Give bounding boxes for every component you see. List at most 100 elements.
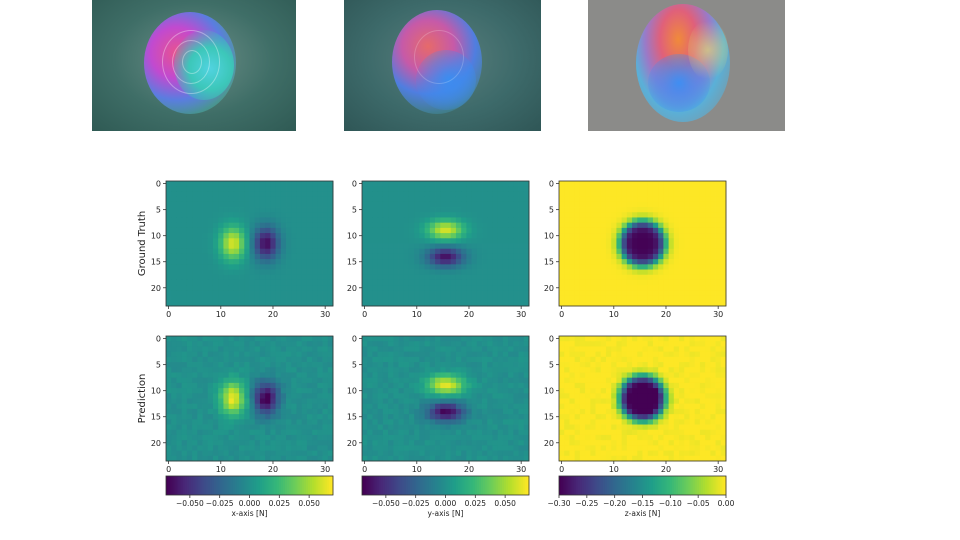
colorbar-swatch [663,476,666,495]
heatmap-cell [585,372,591,379]
heatmap-cell [393,414,399,420]
heatmap-cell [673,346,680,353]
colorbar-z [559,476,727,495]
heatmap-cell [684,414,690,420]
heatmap-cell [699,367,706,373]
heatmap-cell [720,393,727,399]
colorbar-swatch [634,476,637,495]
heatmap-cell [218,382,224,389]
heatmap-cell [616,408,623,415]
heatmap-cell [590,196,596,203]
heatmap-cell [559,429,565,436]
heatmap-cell [377,351,384,358]
heatmap-cell [637,393,643,399]
heatmap-cell [312,424,318,431]
heatmap-cell [497,217,504,224]
heatmap-cell [176,290,183,296]
heatmap-cell [715,455,722,462]
heatmap-cell [450,424,457,431]
heatmap-cell [642,243,649,250]
heatmap-cell [518,196,525,203]
heatmap-cell [579,356,586,363]
heatmap-cell [166,445,172,451]
heatmap-cell [212,424,219,431]
heatmap-cell [435,285,441,291]
heatmap-cell [403,414,410,420]
heatmap-cell [388,264,394,270]
heatmap-cell [176,450,183,457]
heatmap-cell [440,248,446,255]
heatmap-cell [166,414,172,420]
heatmap-cell [502,253,509,260]
heatmap-cell [419,455,426,462]
heatmap-cell [611,445,617,451]
heatmap-cell [497,341,504,347]
heatmap-cell [585,243,591,250]
colorbar-swatch [186,476,190,495]
heatmap-cell [197,274,203,281]
heatmap-cell [564,408,570,415]
heatmap-cell [611,362,617,368]
heatmap-cell [186,372,193,379]
heatmap-cell [492,264,499,270]
heatmap-cell [233,295,240,302]
heatmap-cell [652,372,659,379]
heatmap-cell [382,429,389,436]
heatmap-cell [280,419,287,425]
heatmap-cell [259,440,266,446]
colorbar-swatch [703,476,706,495]
heatmap-cell [435,367,441,373]
heatmap-cell [684,388,690,394]
heatmap-cell [590,207,596,213]
heatmap-cell [455,377,462,384]
heatmap-cell [327,372,334,379]
heatmap-cell [487,248,493,255]
heatmap-cell [450,295,457,302]
heatmap-cell [270,382,276,389]
heatmap-cell [291,243,297,250]
colorbar-swatch [711,476,714,495]
heatmap-cell [239,351,245,358]
heatmap-cell [296,217,303,224]
heatmap-cell [212,419,219,425]
heatmap-cell [317,264,323,270]
heatmap-cell [574,356,581,363]
heatmap-cell [312,414,318,420]
heatmap-cell [621,274,628,281]
heatmap-cell [202,285,209,291]
heatmap-cell [523,191,530,198]
heatmap-cell [679,269,685,276]
colorbar-swatch [638,476,641,495]
heatmap-cell [492,450,499,457]
heatmap-cell [367,222,373,229]
heatmap-cell [212,264,219,270]
colorbar-swatch [520,476,524,495]
heatmap-cell [611,382,617,389]
heatmap-cell [710,300,716,307]
heatmap-cell [642,450,649,457]
heatmap-cell [461,191,467,198]
heatmap-cell [600,382,607,389]
heatmap-cell [367,217,373,224]
heatmap-cell [574,440,581,446]
heatmap-cell [362,295,368,302]
heatmap-cell [632,181,638,187]
heatmap-cell [720,274,727,281]
heatmap-cell [492,362,499,368]
heatmap-cell [382,455,389,462]
heatmap-cell [632,408,638,415]
heatmap-cell [652,191,659,198]
heatmap-cell [482,212,488,218]
heatmap-cell [679,346,685,353]
heatmap-cell [424,196,431,203]
colorbar-swatch [284,476,288,495]
heatmap-cell [171,285,177,291]
heatmap-cell [424,367,431,373]
heatmap-cell [186,243,193,250]
heatmap-cell [377,191,384,198]
heatmap-cell [579,227,586,234]
heatmap-cell [306,336,313,342]
heatmap-cell [616,346,623,353]
heatmap-cell [513,238,519,244]
colorbar-swatch [717,476,721,495]
